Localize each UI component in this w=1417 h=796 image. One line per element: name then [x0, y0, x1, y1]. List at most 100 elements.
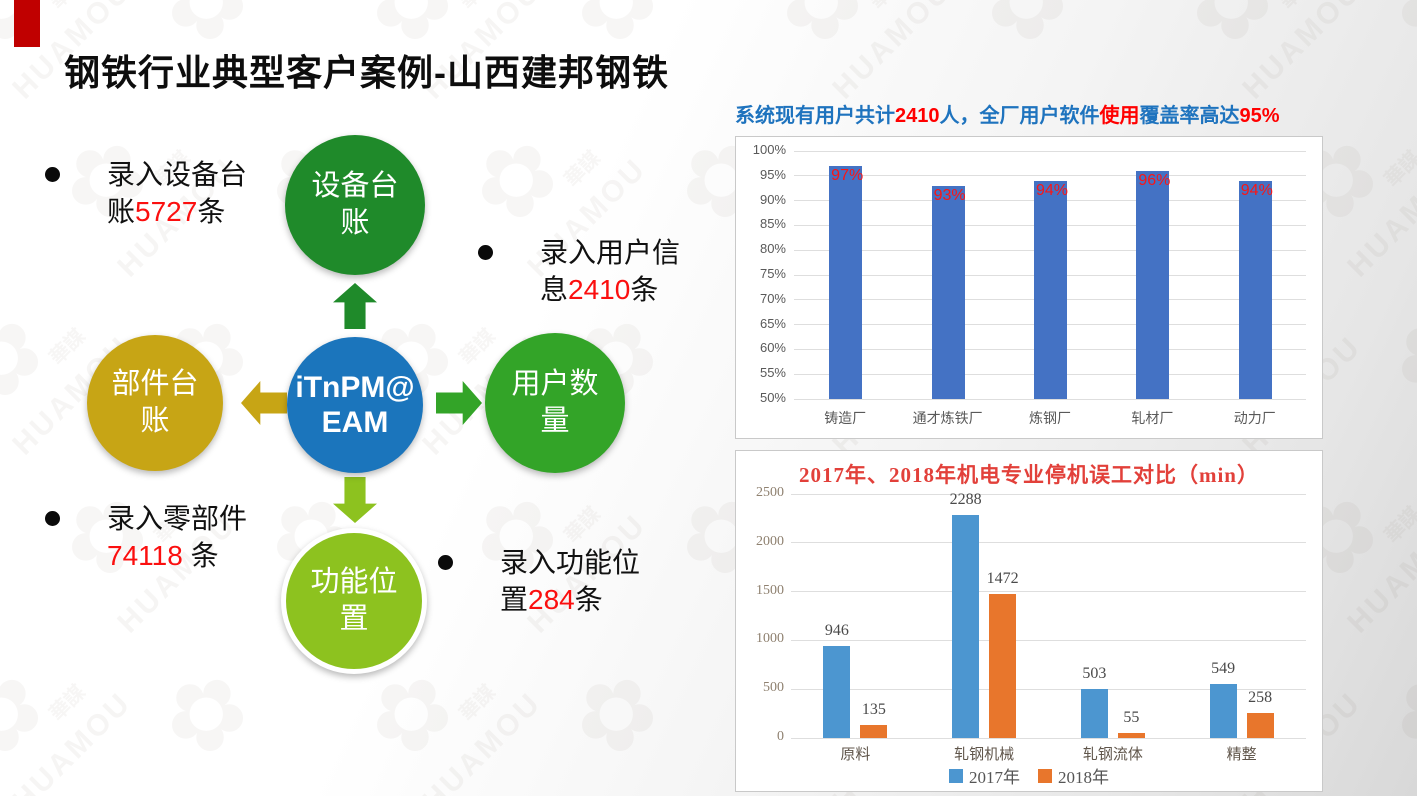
circle-label-line: 置 [339, 603, 369, 635]
statement-highlight: 使用 [1099, 105, 1140, 127]
y-tick-label: 1500 [756, 582, 784, 598]
x-category-label: 轧材厂 [1131, 410, 1174, 426]
watermark-text: HUAMOU [1341, 507, 1417, 640]
y-tick-label: 75% [759, 266, 786, 281]
circle-itnpm-eam: iTnPM@ EAM [287, 337, 423, 473]
watermark-text-cn: 華謀 [862, 0, 911, 14]
watermark-text-cn: 華謀 [45, 325, 90, 370]
stat-text: 录入零部件 74118 条 [107, 500, 263, 574]
gridline [794, 398, 1306, 400]
stat-text: 录入设备台账5727条 [107, 156, 263, 230]
watermark-flower-icon: ✿ [447, 111, 584, 248]
stat-text-pre: 录入零部件 [107, 503, 248, 534]
coverage-bar-chart: 100% 95% 90% 85% 80% 75% 70% 65% 60% 55% 50% 97% 铸造厂… [735, 136, 1323, 439]
watermark-text-cn: 華謀 [1380, 147, 1417, 192]
watermark-flower-icon: ✿ [1367, 645, 1417, 782]
statement-percdeepnt: 95% [1239, 105, 1280, 127]
bar-value-label: 135 [861, 700, 886, 718]
y-tick-label: 60% [759, 340, 786, 356]
y-tick-label: 2000 [756, 533, 784, 549]
stat-text-post: 条 [197, 196, 226, 227]
y-tick-label: 500 [763, 680, 784, 696]
chart-legend: 2017年 2018年 [736, 763, 1322, 788]
y-tick-label: 70% [759, 290, 786, 306]
corner-accent-bar [14, 0, 40, 47]
bar-value-label: 946 [824, 621, 849, 639]
gridline [791, 591, 1306, 593]
bar [823, 645, 851, 738]
circle-label-line: 设备台 [311, 170, 399, 202]
watermark-text-cn: 華謀 [560, 503, 605, 548]
y-tick-label: 50% [759, 390, 786, 405]
circle-label-line: 用户数 [511, 368, 599, 400]
arrow-right-icon [436, 381, 482, 425]
legend-item: 2017年 [949, 763, 1020, 788]
bar [1238, 180, 1272, 399]
bar [1080, 688, 1108, 738]
legend-swatch [1038, 768, 1052, 783]
y-tick-label: 1000 [756, 631, 784, 647]
circle-label-line: 部件台 [111, 368, 199, 400]
watermark-flower-icon: ✿ [752, 0, 889, 70]
bar [952, 514, 980, 738]
bar [860, 724, 888, 738]
x-category-label: 轧钢流体 [1082, 747, 1143, 763]
bar-value-label: 2288 [949, 490, 982, 508]
circle-label-line: 量 [540, 405, 570, 437]
bar [989, 594, 1017, 738]
watermark-text: HUAMOU [826, 0, 958, 106]
watermark-text: HUAMOU [1236, 0, 1368, 106]
x-category-label: 精整 [1226, 747, 1257, 763]
circle-parts-ledger: 部件台 账 [87, 335, 223, 471]
legend-label: 2018年 [1058, 768, 1109, 787]
bullet-dot-icon [478, 245, 493, 260]
watermark-text-cn: 華謀 [1380, 503, 1417, 548]
arrow-left-icon [241, 381, 287, 425]
circle-label-line: 账 [340, 207, 370, 239]
gridline [791, 493, 1306, 495]
arrow-down-icon [333, 477, 377, 523]
watermark-flower-icon: ✿ [1367, 289, 1417, 426]
bar [1117, 732, 1145, 738]
statement-segment: 覆盖率高达 [1139, 105, 1240, 127]
legend-swatch [949, 768, 963, 783]
x-category-label: 动力厂 [1233, 410, 1276, 426]
chart2-title: 2017年、2018年机电专业停机误工对比（min） [798, 463, 1259, 487]
watermark-text: HUAMOU [6, 685, 138, 796]
statement-segment: 系统现有用户共计 [735, 105, 895, 127]
watermark-flower-icon: ✿ [957, 0, 1094, 70]
stat-text-pre: 录入设备台账 [107, 159, 248, 227]
circle-equipment-ledger: 设备台 账 [285, 135, 425, 275]
stat-bullet-function-location: 录入功能位置284条 [438, 544, 656, 618]
stat-text-post: 条 [574, 584, 603, 615]
x-category-label: 炼钢厂 [1028, 410, 1071, 426]
gridline [791, 542, 1306, 544]
watermark-flower-icon: ✿ [1162, 0, 1299, 70]
stat-text-post: 条 [182, 540, 219, 571]
legend-label: 2017年 [969, 768, 1020, 787]
gridline [791, 688, 1306, 690]
circle-label-line: EAM [321, 406, 389, 439]
y-tick-label: 100% [752, 142, 786, 157]
watermark-text-cn: 華謀 [455, 681, 500, 726]
circle-function-location: 功能位 置 [281, 528, 427, 674]
gridline [791, 639, 1306, 641]
stat-number: 74118 [107, 540, 183, 571]
bar-value-label: 258 [1248, 688, 1273, 706]
stat-text: 录入功能位置284条 [500, 544, 656, 618]
y-tick-label: 90% [759, 191, 786, 207]
stat-number: 284 [528, 584, 575, 615]
y-tick-label: 80% [759, 241, 786, 257]
y-tick-label: 0 [777, 729, 784, 744]
bar-value-label: 97% [831, 166, 864, 184]
bar-value-label: 93% [933, 186, 966, 204]
watermark-text-cn: 華謀 [1272, 0, 1321, 14]
watermark-text: HUAMOU [1341, 151, 1417, 284]
page-title: 钢铁行业典型客户案例-山西建邦钢铁 [64, 52, 669, 93]
stat-text-pre: 录入功能位置 [500, 547, 641, 615]
bar-value-label: 55 [1123, 708, 1140, 726]
stat-bullet-users: 录入用户信息2410条 [478, 234, 696, 308]
gridline [794, 175, 1306, 177]
stat-text-post: 条 [630, 274, 659, 305]
